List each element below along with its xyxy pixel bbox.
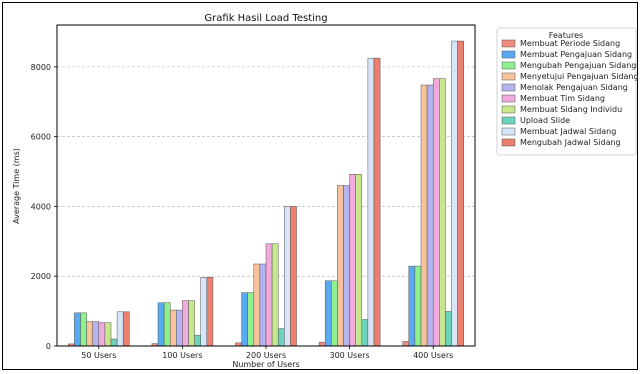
legend-swatch: [501, 116, 516, 125]
legend-entry-label: Membuat Tim Sidang: [520, 94, 605, 103]
bars: [68, 40, 464, 347]
bar: [318, 341, 326, 347]
y-tick-label: 6000: [31, 133, 51, 142]
x-tick-label: 400 Users: [413, 351, 453, 360]
bar: [253, 263, 261, 347]
bar: [157, 302, 165, 347]
bar: [367, 57, 375, 347]
bar: [402, 341, 410, 347]
bar: [349, 174, 356, 347]
bar: [74, 312, 81, 347]
legend-swatch: [501, 61, 516, 70]
x-axis-title: Number of Users: [232, 360, 299, 369]
legend-swatch: [501, 39, 516, 48]
bar: [451, 40, 458, 347]
legend-swatch: [501, 127, 516, 136]
bar: [122, 311, 130, 347]
bar: [241, 292, 248, 347]
bar: [337, 185, 344, 347]
bar: [265, 243, 273, 347]
bar: [92, 321, 100, 347]
legend-entry-label: Mengubah Jadwal Sidang: [520, 138, 621, 147]
legend-entry-label: Membuat Jadwal Sidang: [520, 127, 616, 136]
bar: [200, 277, 208, 347]
chart-frame: [2, 2, 638, 370]
bar: [290, 206, 297, 347]
legend: Features Membuat Periode Sidang Membuat P…: [496, 27, 639, 156]
bar: [432, 78, 440, 347]
legend-swatch: [501, 105, 516, 114]
bar: [110, 338, 118, 347]
bar: [163, 302, 171, 347]
bar: [284, 206, 291, 347]
bar: [439, 78, 446, 347]
legend-entry-label: Membuat Pengajuan Sidang: [520, 50, 632, 59]
y-tick-label: 0: [46, 342, 51, 351]
bar: [86, 321, 93, 347]
bar: [420, 84, 428, 347]
y-axis: 0 2000 4000 6000 8000: [31, 63, 57, 351]
legend-swatch: [501, 72, 516, 81]
legend-box: [496, 27, 637, 156]
bar: [373, 57, 381, 347]
x-tick-label: 300 Users: [329, 351, 369, 360]
legend-swatch: [501, 138, 516, 147]
y-tick-label: 2000: [31, 272, 51, 281]
legend-entry-label: Membuat Periode Sidang: [520, 39, 620, 48]
chart-title: Grafik Hasil Load Testing: [204, 13, 327, 24]
bar: [206, 277, 214, 347]
x-tick-label: 100 Users: [162, 351, 202, 360]
bar: [361, 319, 369, 347]
bar: [169, 309, 177, 347]
y-tick-label: 4000: [31, 202, 51, 211]
bar: [116, 311, 124, 347]
y-tick-label: 8000: [31, 63, 51, 72]
bar: [343, 185, 350, 347]
legend-entry-label: Mengubah Pengajuan Sidang: [520, 61, 636, 70]
y-axis-title: Average Time (ms): [12, 148, 21, 224]
legend-entry-label: Menolak Pengajuan Sidang: [520, 83, 628, 92]
bar: [98, 322, 106, 347]
x-tick-label: 50 Users: [81, 351, 116, 360]
bar: [247, 292, 255, 347]
bar: [194, 334, 201, 347]
legend-entry-label: Upload Slide: [520, 116, 570, 125]
bar: [80, 312, 87, 347]
bar: [408, 265, 416, 347]
bar: [355, 174, 363, 347]
bar: [104, 322, 112, 347]
legend-title: Features: [549, 31, 583, 40]
bar: [457, 40, 464, 347]
bar: [426, 84, 434, 347]
bar: [271, 243, 279, 347]
bar: [331, 280, 338, 347]
bar: [414, 265, 422, 347]
bar: [259, 263, 267, 347]
legend-swatch: [501, 94, 516, 103]
bar: [176, 309, 183, 347]
bar: [277, 328, 285, 347]
legend-swatch: [501, 83, 516, 92]
legend-entry-label: Membuat Sidang Individu: [520, 105, 622, 114]
legend-entry-label: Menyetujui Pengajuan Sidang: [520, 72, 639, 81]
legend-swatch: [501, 50, 516, 59]
x-axis: 50 Users 100 Users 200 Users 300 Users 400 U…: [81, 346, 453, 360]
bar: [445, 311, 452, 347]
bar: [324, 280, 332, 347]
bar: [188, 300, 195, 347]
x-tick-label: 200 Users: [246, 351, 286, 360]
bar: [182, 300, 189, 347]
